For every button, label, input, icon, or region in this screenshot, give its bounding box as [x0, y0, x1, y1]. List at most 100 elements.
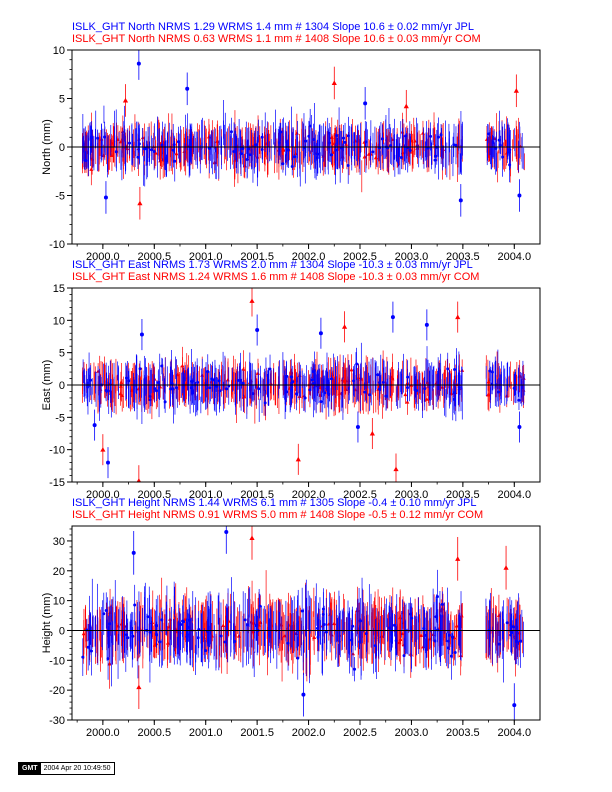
east-point-jpl — [312, 368, 316, 372]
east-outlier-point — [355, 425, 360, 430]
east-point-jpl — [363, 390, 367, 394]
height-point-com — [236, 634, 241, 638]
east-point-jpl — [308, 388, 312, 392]
east-point-jpl — [215, 384, 219, 388]
east-outlier-point — [92, 423, 97, 428]
north-panel: ISLK_GHT North NRMS 1.29 WRMS 1.4 mm # 1… — [41, 21, 541, 263]
north-point-jpl — [439, 133, 443, 137]
gmt-logo: GMT — [19, 763, 41, 774]
north-point-jpl — [346, 134, 350, 138]
height-outlier-point — [503, 565, 509, 570]
height-point-jpl — [393, 623, 397, 627]
north-point-jpl — [371, 150, 375, 154]
east-outlier-point — [318, 331, 323, 336]
east-point-jpl — [291, 380, 295, 384]
height-point-com — [419, 633, 424, 637]
north-point-jpl — [260, 135, 264, 139]
east-point-com — [342, 379, 347, 383]
north-point-jpl — [160, 143, 164, 147]
height-point-com — [312, 635, 317, 640]
height-outlier-point — [131, 550, 136, 555]
east-point-jpl — [497, 390, 501, 394]
north-point-jpl — [330, 153, 334, 157]
height-point-jpl — [286, 641, 290, 645]
north-point-jpl — [508, 163, 512, 167]
height-ytick-label: 0 — [59, 625, 65, 637]
east-point-jpl — [138, 367, 142, 371]
north-point-jpl — [308, 124, 312, 128]
east-point-com — [486, 392, 491, 397]
north-point-com — [109, 153, 114, 157]
east-series-jpl — [82, 342, 525, 425]
east-point-com — [120, 393, 125, 397]
height-xtick-label: 2001.5 — [240, 727, 274, 739]
north-point-jpl — [346, 164, 350, 168]
east-point-jpl — [241, 381, 245, 385]
height-frame — [71, 525, 541, 721]
height-xtick-label: 2000.5 — [137, 727, 171, 739]
east-point-jpl — [196, 380, 200, 384]
north-point-jpl — [281, 162, 285, 166]
north-ytick-label: 0 — [59, 142, 65, 154]
height-outlier-point — [249, 535, 255, 540]
north-series-jpl — [82, 99, 525, 187]
north-point-jpl — [335, 134, 339, 138]
height-point-jpl — [324, 630, 328, 634]
height-point-jpl — [446, 646, 450, 650]
east-ytick-label: 5 — [59, 348, 65, 360]
north-point-jpl — [229, 130, 233, 134]
north-point-jpl — [293, 155, 297, 159]
east-point-jpl — [413, 388, 417, 392]
height-point-jpl — [447, 633, 451, 637]
height-point-com — [152, 643, 157, 647]
north-point-com — [153, 151, 158, 155]
east-point-jpl — [153, 386, 157, 390]
east-point-jpl — [376, 373, 380, 377]
east-xtick-label: 2001.5 — [240, 489, 274, 501]
height-point-jpl — [154, 624, 158, 628]
north-point-jpl — [149, 148, 153, 152]
east-outlier-point — [424, 322, 429, 327]
height-point-jpl — [89, 649, 93, 653]
north-point-jpl — [84, 159, 88, 163]
east-point-com — [119, 380, 124, 384]
east-point-jpl — [290, 388, 294, 392]
height-outlier-point — [301, 692, 306, 697]
east-point-jpl — [517, 398, 521, 402]
height-point-com — [182, 617, 187, 621]
height-ytick-label: -10 — [49, 655, 65, 667]
north-point-jpl — [128, 141, 132, 145]
north-point-jpl — [399, 156, 403, 160]
height-point-jpl — [351, 624, 355, 628]
north-outlier-point — [458, 198, 463, 203]
east-outlier-point — [106, 460, 110, 465]
east-xtick-label: 2003.0 — [395, 489, 429, 501]
east-xtick-label: 2000.5 — [137, 489, 171, 501]
north-xtick-label: 2004.0 — [497, 251, 531, 263]
north-point-jpl — [136, 155, 140, 159]
north-point-jpl — [89, 136, 93, 140]
east-point-jpl — [154, 389, 158, 393]
height-point-jpl — [519, 639, 523, 643]
north-ytick-label: 10 — [53, 45, 65, 57]
north-ylabel: North (mm) — [41, 119, 53, 175]
north-xtick-label: 2002.0 — [292, 251, 326, 263]
height-xtick-label: 2004.0 — [497, 727, 531, 739]
east-point-jpl — [329, 377, 333, 381]
height-header-com: ISLK_GHT Height NRMS 0.91 WRMS 5.0 mm # … — [72, 509, 483, 521]
north-point-jpl — [433, 158, 437, 162]
east-point-jpl — [452, 397, 456, 401]
height-point-com — [332, 621, 337, 626]
height-point-jpl — [424, 648, 428, 652]
height-point-jpl — [408, 612, 412, 616]
east-point-jpl — [211, 378, 215, 382]
height-xtick-label: 2001.0 — [189, 727, 223, 739]
height-point-jpl — [81, 655, 85, 659]
north-outlier-point — [185, 86, 190, 91]
height-point-jpl — [434, 615, 438, 619]
north-point-jpl — [389, 144, 393, 148]
east-point-jpl — [175, 386, 179, 390]
east-outlier-point — [455, 314, 461, 320]
east-xtick-label: 2003.5 — [446, 489, 480, 501]
